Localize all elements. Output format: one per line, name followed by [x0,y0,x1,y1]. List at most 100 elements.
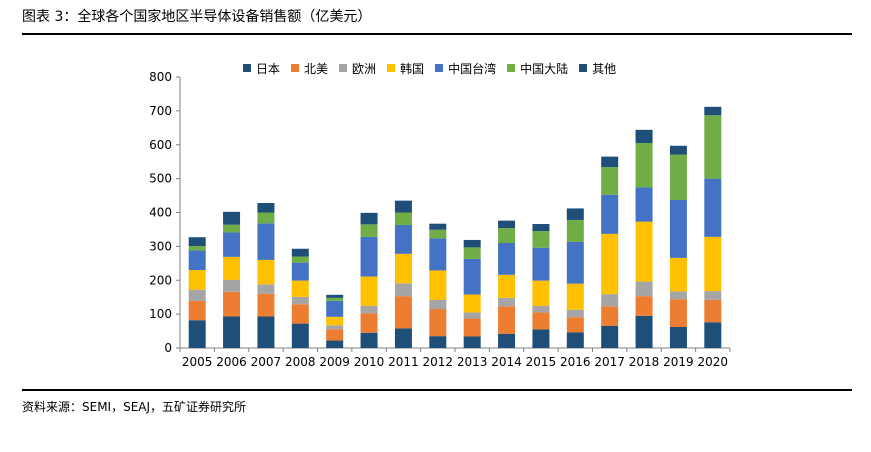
bar-segment [498,228,516,243]
bar-segment [360,305,378,314]
bar-segment [669,299,687,327]
bar-segment [532,224,550,232]
bar-segment [429,229,447,239]
y-tick-label: 800 [149,70,172,84]
bar-segment [669,145,687,155]
bar-segment [704,106,722,116]
bar-segment [326,340,344,348]
bar-segment [704,178,722,237]
bar-segment [223,291,241,317]
bar-segment [188,250,206,271]
bar-segment [669,326,687,348]
bar-segment [704,236,722,292]
bar-segment [223,316,241,348]
bar-segment [635,129,653,144]
legend-item: 韩国 [387,60,424,77]
bar-segment [188,270,206,290]
bar-segment [498,297,516,307]
bar-segment [326,316,344,326]
x-tick-label: 2008 [285,355,316,369]
bar-segment [704,115,722,179]
bar-segment [532,280,550,306]
legend-swatch [579,64,588,72]
bar-segment [601,233,619,295]
bar-segment [498,333,516,348]
bar-segment [326,300,344,317]
bar-segment [291,262,309,281]
bar-segment [566,283,584,310]
bar-segment [394,225,412,254]
x-tick-label: 2007 [251,355,282,369]
bar-segment [326,329,344,341]
legend-label: 其他 [592,61,617,76]
x-tick-label: 2017 [594,355,625,369]
x-tick-label: 2018 [629,355,660,369]
bar-segment [635,296,653,316]
bar-segment [463,318,481,337]
bar-segment [635,281,653,297]
y-tick-label: 200 [149,273,172,287]
x-tick-label: 2006 [216,355,247,369]
bar-segment [566,332,584,348]
x-tick-label: 2016 [560,355,591,369]
legend-swatch [507,64,516,72]
x-tick-label: 2012 [423,355,454,369]
x-tick-label: 2015 [526,355,557,369]
bar-segment [532,312,550,330]
bar-segment [257,212,275,224]
bar-segment [291,323,309,348]
bar-segment [360,276,378,306]
x-tick-label: 2020 [698,355,729,369]
legend-label: 中国台湾 [448,61,497,76]
bar-segment [463,336,481,348]
bar-segment [394,200,412,213]
bar-segment [291,304,309,324]
legend-swatch [435,64,444,72]
bar-segment [463,294,481,313]
bar-segment [429,299,447,310]
bar-segment [257,293,275,317]
bar-segment [394,328,412,348]
bar-segment [257,316,275,348]
legend-item: 欧洲 [339,60,376,77]
bar-segment [360,212,378,225]
bar-segment [704,322,722,348]
bar-segment [566,241,584,284]
legend-label: 日本 [256,61,281,76]
bar-segment [601,194,619,234]
bar-segment [498,274,516,298]
bar-segment [257,284,275,294]
bar-segment [498,306,516,334]
bar-segment [498,242,516,275]
figure-title: 图表 3：全球各个国家地区半导体设备销售额（亿美元） [22,9,372,25]
legend-swatch [243,64,251,72]
bar-segment [360,224,378,237]
x-tick-label: 2019 [663,355,694,369]
bar-segment [429,336,447,348]
bar-segment [635,187,653,222]
y-tick-label: 600 [149,138,172,152]
bar-segment [394,283,412,297]
bar-segment [223,211,241,225]
bar-segment [326,297,344,301]
x-tick-label: 2010 [354,355,385,369]
bar-segment [291,248,309,257]
bar-segment [463,239,481,248]
bar-segment [394,212,412,226]
legend-label: 韩国 [400,61,425,76]
bar-segment [360,332,378,348]
bar-segment [291,280,309,297]
bar-segment [532,329,550,348]
legend-item: 日本 [243,60,280,77]
bar-segment [532,305,550,313]
y-tick-label: 300 [149,239,172,253]
bar-segment [188,237,206,247]
bar-segment [257,203,275,213]
bar-segment [635,143,653,188]
bar-segment [463,312,481,319]
bar-segment [635,221,653,282]
bar-segment [188,300,206,321]
bar-segment [257,259,275,285]
legend-swatch [339,64,348,72]
